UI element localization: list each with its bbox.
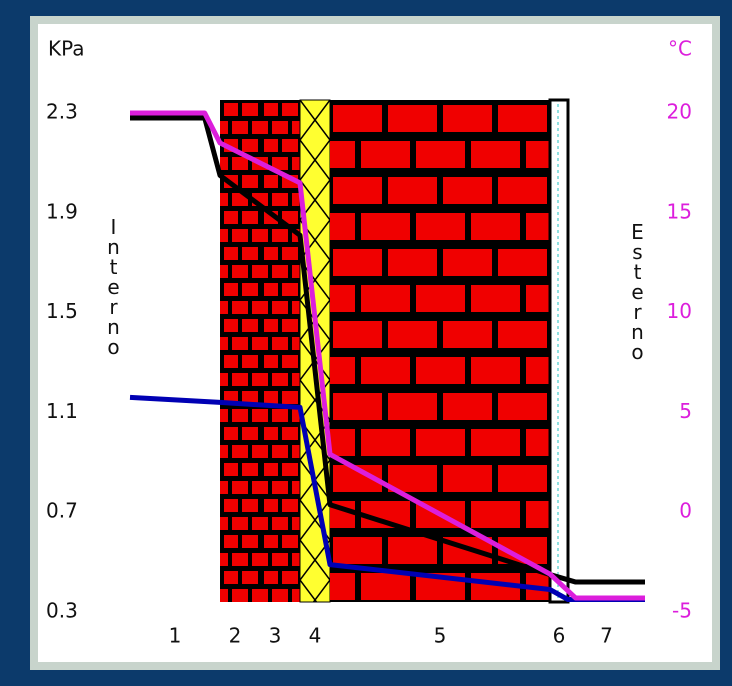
wall-layer xyxy=(548,98,570,604)
y2-tick-label: 15 xyxy=(667,199,692,223)
x-tick-label: 7 xyxy=(600,624,613,648)
series-line xyxy=(130,115,645,585)
y-tick-label: 1.1 xyxy=(46,399,78,423)
x-tick-label: 6 xyxy=(553,624,566,648)
y2-tick-label: 10 xyxy=(667,299,692,323)
x-tick-label: 4 xyxy=(309,624,322,648)
y-tick-label: 0.3 xyxy=(46,599,78,623)
annotation: Interno xyxy=(102,215,126,355)
y-tick-label: 2.3 xyxy=(46,100,78,124)
x-tick-label: 2 xyxy=(229,624,242,648)
y2-axis-label: °C xyxy=(668,37,692,61)
wall-layer xyxy=(330,100,550,602)
y-tick-label: 1.9 xyxy=(46,199,78,223)
x-tick-label: 1 xyxy=(169,624,182,648)
y2-tick-label: 5 xyxy=(679,399,692,423)
x-tick-label: 3 xyxy=(269,624,282,648)
x-tick-label: 5 xyxy=(434,624,447,648)
y-axis-label: KPa xyxy=(48,37,85,61)
series-line xyxy=(130,110,645,601)
wall xyxy=(220,98,570,604)
y-tick-label: 0.7 xyxy=(46,499,78,523)
annotation: Esterno xyxy=(626,220,650,360)
y-tick-label: 1.5 xyxy=(46,299,78,323)
y2-tick-label: -5 xyxy=(672,599,692,623)
series-line xyxy=(129,394,645,603)
y2-tick-label: 0 xyxy=(679,499,692,523)
y2-tick-label: 20 xyxy=(667,100,692,124)
